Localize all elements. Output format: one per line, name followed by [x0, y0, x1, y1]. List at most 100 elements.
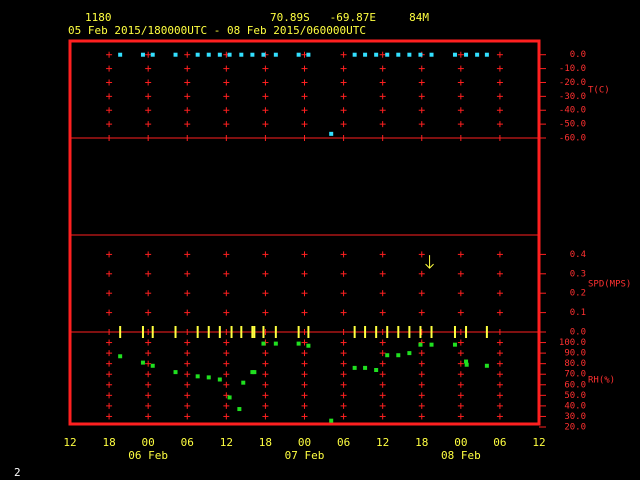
data-point — [118, 354, 123, 359]
x-tick-label: 06 — [493, 436, 506, 449]
data-point — [396, 52, 401, 57]
y-tick-label: 90.0 — [564, 349, 586, 359]
data-point — [306, 52, 311, 57]
wind-arrow — [425, 255, 434, 269]
data-point — [352, 365, 357, 370]
y-tick-label: 80.0 — [564, 359, 586, 369]
period: 05 Feb 2015/180000UTC - 08 Feb 2015/0600… — [68, 24, 366, 37]
x-tick-label: 18 — [415, 436, 428, 449]
data-point — [206, 52, 211, 57]
x-tick-label: 06 — [181, 436, 194, 449]
data-point — [140, 360, 145, 365]
y-tick-label: 20.0 — [564, 423, 586, 433]
x-tick-label: 12 — [220, 436, 233, 449]
data-point — [385, 52, 390, 57]
data-point — [452, 52, 457, 57]
data-point — [195, 374, 200, 379]
data-point — [363, 52, 368, 57]
y-tick-label: 40.0 — [564, 401, 586, 411]
data-point — [385, 353, 390, 358]
data-point — [261, 52, 266, 57]
data-point — [241, 380, 246, 385]
y-tick-label: 0.4 — [570, 250, 586, 260]
data-point — [273, 52, 278, 57]
date-label: 07 Feb — [285, 449, 325, 462]
data-point — [296, 341, 301, 346]
data-point — [250, 52, 255, 57]
date-label: 06 Feb — [128, 449, 168, 462]
data-point — [475, 52, 480, 57]
x-tick-label: 00 — [298, 436, 311, 449]
data-point — [484, 363, 489, 368]
y-tick-label: 0.3 — [570, 269, 586, 279]
x-tick-label: 00 — [454, 436, 467, 449]
data-point — [329, 131, 334, 136]
data-point — [227, 395, 232, 400]
data-point — [252, 370, 257, 375]
data-point — [173, 370, 178, 375]
station: 1180 — [85, 11, 112, 24]
data-point — [296, 52, 301, 57]
data-point — [407, 351, 412, 356]
data-point — [418, 52, 423, 57]
panel-label: T(C) — [588, 86, 610, 96]
x-tick-label: 06 — [337, 436, 350, 449]
y-tick-label: -30.0 — [559, 92, 586, 102]
y-tick-label: 0.2 — [570, 289, 586, 299]
data-point — [261, 341, 266, 346]
data-point — [396, 353, 401, 358]
page-number: 2 — [14, 466, 21, 479]
data-point — [374, 52, 379, 57]
data-point — [227, 52, 232, 57]
x-tick-label: 12 — [376, 436, 389, 449]
data-point — [118, 52, 123, 57]
data-point — [429, 342, 434, 347]
data-point — [464, 52, 469, 57]
y-tick-label: 30.0 — [564, 412, 586, 422]
y-tick-label: 70.0 — [564, 370, 586, 380]
data-point — [217, 52, 222, 57]
data-point — [273, 341, 278, 346]
frame — [68, 39, 541, 426]
x-tick-label: 12 — [63, 436, 76, 449]
data-point — [352, 52, 357, 57]
data-point — [173, 52, 178, 57]
data-point — [195, 52, 200, 57]
y-tick-label: 0.0 — [570, 328, 586, 338]
x-tick-label: 12 — [532, 436, 545, 449]
data-point — [239, 52, 244, 57]
x-tick-label: 18 — [102, 436, 115, 449]
y-tick-label: 0.0 — [570, 50, 586, 60]
y-tick-label: 100.0 — [559, 338, 586, 348]
data-point — [217, 377, 222, 382]
x-tick-label: 18 — [259, 436, 272, 449]
data-point — [206, 375, 211, 380]
y-tick-label: 50.0 — [564, 391, 586, 401]
data-point — [429, 52, 434, 57]
y-tick-label: -10.0 — [559, 64, 586, 74]
data-point — [407, 52, 412, 57]
data-point — [464, 359, 469, 364]
y-tick-label: 60.0 — [564, 380, 586, 390]
y-tick-label: 0.1 — [570, 308, 586, 318]
y-tick-label: -40.0 — [559, 106, 586, 116]
panel-label: RH(%) — [588, 376, 615, 386]
data-point — [306, 343, 311, 348]
data-point — [140, 52, 145, 57]
data-point — [329, 418, 334, 423]
y-tick-label: -20.0 — [559, 78, 586, 88]
date-label: 08 Feb — [441, 449, 481, 462]
data-point — [363, 365, 368, 370]
data-point — [237, 407, 242, 412]
y-tick-label: -50.0 — [559, 120, 586, 130]
y-tick-label: -60.0 — [559, 134, 586, 144]
data-point — [452, 342, 457, 347]
data-point — [150, 52, 155, 57]
data-point — [150, 363, 155, 368]
data-point — [464, 362, 469, 367]
data-point — [484, 52, 489, 57]
panel-label: SPD(MPS) — [588, 280, 631, 290]
x-tick-label: 00 — [142, 436, 155, 449]
data-point — [418, 342, 423, 347]
